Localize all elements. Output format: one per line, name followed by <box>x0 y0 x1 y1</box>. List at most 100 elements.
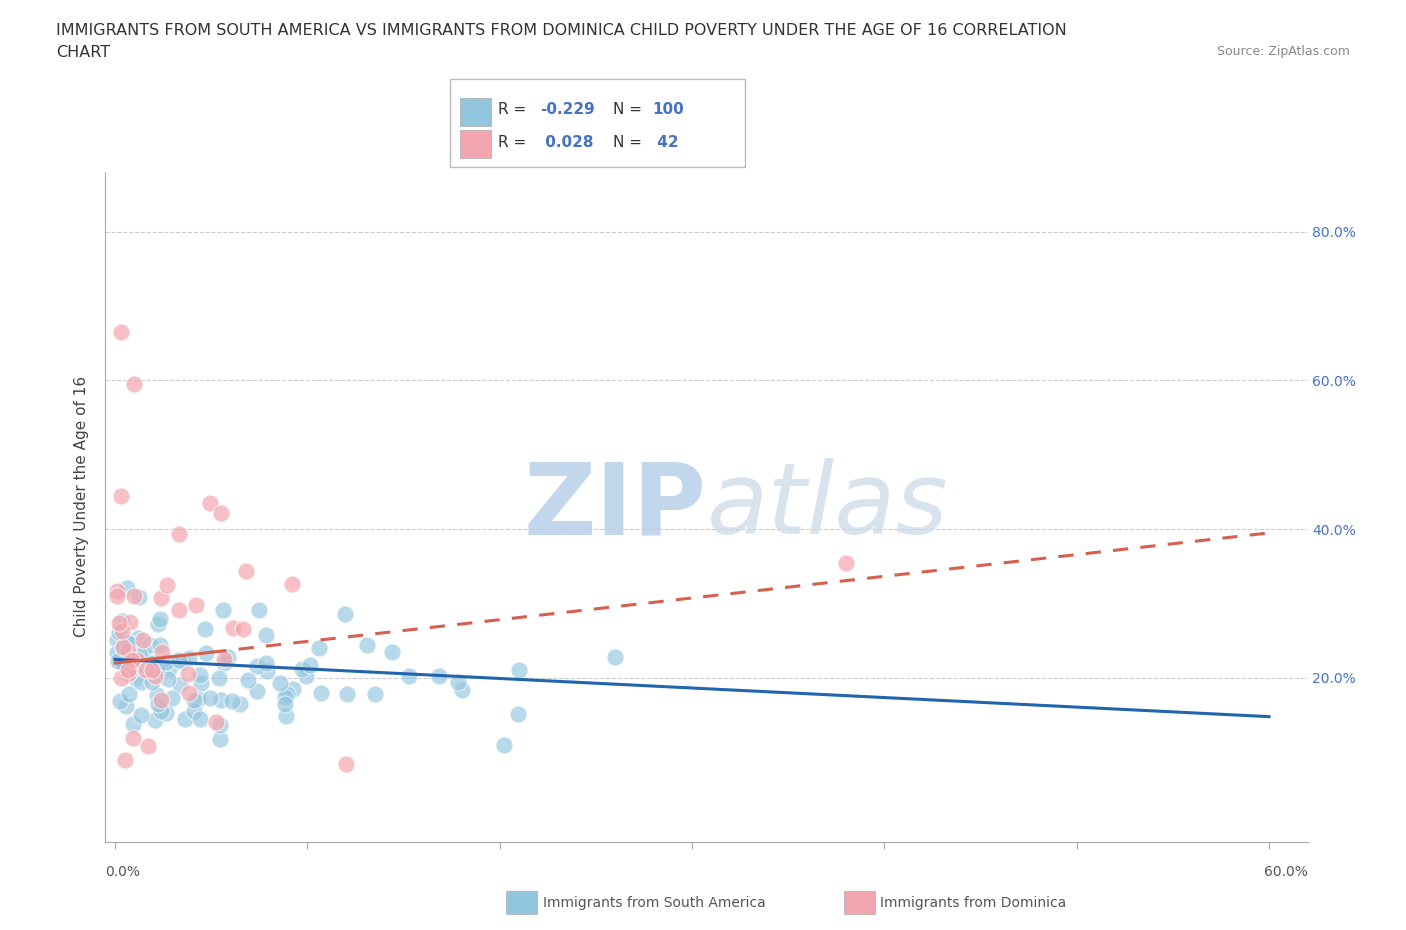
Point <box>209 717 232 732</box>
Point <box>427 668 450 683</box>
Point <box>205 715 228 730</box>
Point <box>236 672 259 687</box>
Point <box>333 606 356 621</box>
Text: 42: 42 <box>652 135 679 150</box>
Point <box>112 655 135 670</box>
Text: 100: 100 <box>652 102 685 117</box>
Point <box>105 584 128 599</box>
Point <box>308 641 330 656</box>
Point <box>143 712 166 727</box>
Point <box>124 671 146 685</box>
Point <box>174 712 197 727</box>
Point <box>335 756 357 771</box>
Y-axis label: Child Poverty Under the Age of 16: Child Poverty Under the Age of 16 <box>75 377 90 637</box>
Text: R =: R = <box>498 135 531 150</box>
Point <box>177 651 200 666</box>
Point <box>169 653 191 668</box>
Point <box>605 650 627 665</box>
Point <box>110 325 132 339</box>
Point <box>131 646 153 661</box>
Text: IMMIGRANTS FROM SOUTH AMERICA VS IMMIGRANTS FROM DOMINICA CHILD POVERTY UNDER TH: IMMIGRANTS FROM SOUTH AMERICA VS IMMIGRA… <box>56 23 1067 38</box>
Point <box>142 656 165 671</box>
Point <box>214 656 236 671</box>
Point <box>494 737 516 752</box>
Point <box>254 628 277 643</box>
Point <box>254 655 277 670</box>
Point <box>170 655 193 670</box>
Point <box>447 674 470 689</box>
Point <box>274 690 297 705</box>
Point <box>195 645 218 660</box>
Point <box>146 662 169 677</box>
Point <box>246 658 269 673</box>
Point <box>135 662 157 677</box>
Point <box>121 730 143 745</box>
Point <box>155 654 177 669</box>
Text: CHART: CHART <box>56 45 110 60</box>
Point <box>105 645 128 660</box>
Point <box>156 671 179 686</box>
Point <box>122 589 145 604</box>
Point <box>117 663 139 678</box>
Point <box>110 694 132 709</box>
Point <box>177 685 200 700</box>
Point <box>117 644 139 658</box>
Point <box>112 654 135 669</box>
Text: atlas: atlas <box>707 458 948 555</box>
Point <box>111 624 134 639</box>
Point <box>105 588 128 603</box>
Point <box>127 631 149 645</box>
Point <box>107 632 129 647</box>
Point <box>150 704 173 719</box>
Point <box>117 635 139 650</box>
Text: N =: N = <box>613 102 647 117</box>
Point <box>149 591 172 605</box>
Text: 0.028: 0.028 <box>540 135 593 150</box>
Point <box>221 693 243 708</box>
Point <box>150 693 173 708</box>
Text: 0.0%: 0.0% <box>105 865 141 879</box>
Point <box>138 637 160 652</box>
Point <box>143 663 166 678</box>
Point <box>149 612 172 627</box>
Point <box>149 638 172 653</box>
Point <box>256 664 278 679</box>
Text: ZIP: ZIP <box>523 458 707 555</box>
Point <box>508 662 530 677</box>
Point <box>274 709 297 724</box>
Point <box>124 651 146 666</box>
Point <box>309 686 332 701</box>
Point <box>198 496 221 511</box>
Point <box>114 698 136 713</box>
Point <box>110 671 132 685</box>
Point <box>118 687 141 702</box>
Point <box>115 580 138 595</box>
Point <box>148 617 170 631</box>
Point <box>111 640 134 655</box>
Point <box>118 614 141 629</box>
Point <box>150 644 173 659</box>
Text: 60.0%: 60.0% <box>1264 865 1308 879</box>
Point <box>121 655 143 670</box>
Point <box>381 645 404 660</box>
Point <box>508 707 530 722</box>
Point <box>132 632 155 647</box>
Point <box>125 653 148 668</box>
Point <box>281 682 304 697</box>
Text: Source: ZipAtlas.com: Source: ZipAtlas.com <box>1216 45 1350 58</box>
Point <box>157 661 180 676</box>
Point <box>194 621 217 636</box>
Point <box>398 669 420 684</box>
Point <box>190 676 212 691</box>
Point <box>209 693 232 708</box>
Point <box>128 590 150 604</box>
Point <box>121 653 143 668</box>
Point <box>212 603 235 618</box>
Point <box>274 697 297 711</box>
Point <box>246 684 269 698</box>
Point <box>121 717 143 732</box>
Point <box>146 687 169 702</box>
Point <box>111 654 134 669</box>
Point <box>129 708 152 723</box>
Point <box>107 654 129 669</box>
